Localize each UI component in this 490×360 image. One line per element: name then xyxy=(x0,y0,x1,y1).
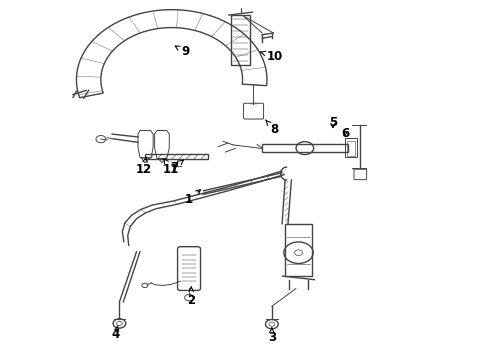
Text: 2: 2 xyxy=(187,287,196,307)
Bar xyxy=(345,138,357,157)
Text: 9: 9 xyxy=(175,45,190,58)
Bar xyxy=(262,144,347,152)
Text: 4: 4 xyxy=(111,325,120,341)
Text: 10: 10 xyxy=(261,50,282,63)
Text: 7: 7 xyxy=(170,160,183,174)
Bar xyxy=(346,140,355,156)
Text: 3: 3 xyxy=(268,328,276,344)
Bar xyxy=(285,224,312,276)
Text: 6: 6 xyxy=(341,127,349,140)
Bar xyxy=(145,154,208,159)
Text: 11: 11 xyxy=(163,159,179,176)
Bar xyxy=(231,15,250,65)
Text: 5: 5 xyxy=(329,116,337,129)
Text: 12: 12 xyxy=(135,157,151,176)
Text: 1: 1 xyxy=(185,190,200,206)
Text: 8: 8 xyxy=(266,120,278,136)
